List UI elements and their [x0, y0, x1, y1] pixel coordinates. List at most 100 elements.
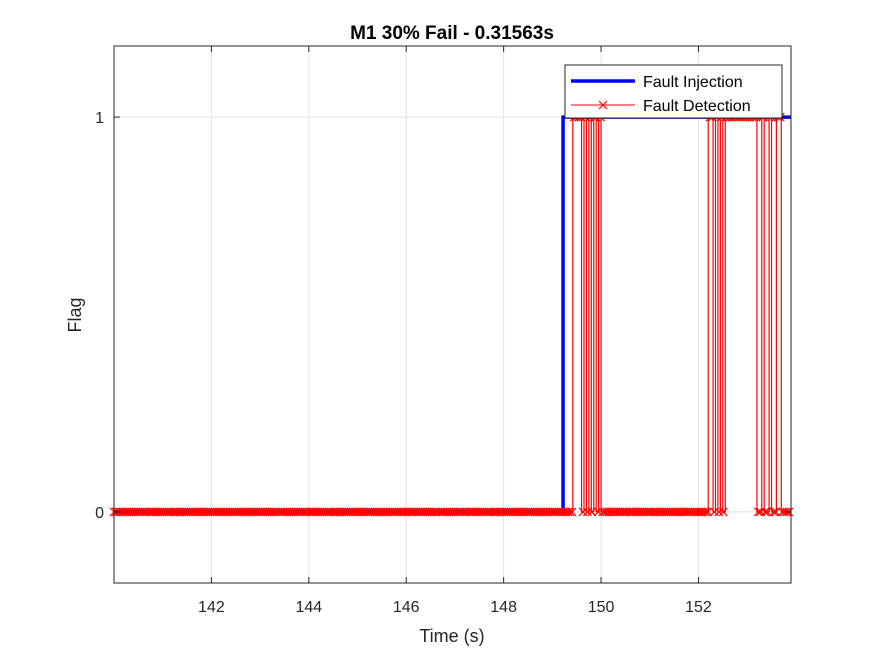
data-point-marker — [243, 507, 253, 517]
data-point-marker — [359, 507, 369, 517]
data-point-marker — [166, 507, 176, 517]
data-point-marker — [604, 507, 614, 517]
data-point-marker — [170, 507, 180, 517]
data-point-marker — [593, 507, 603, 517]
data-point-marker — [142, 507, 152, 517]
data-point-marker — [234, 507, 244, 517]
data-point-marker — [214, 507, 224, 517]
data-point-marker — [252, 507, 261, 517]
data-point-marker — [718, 507, 728, 517]
data-point-marker — [120, 507, 130, 517]
data-point-marker — [131, 507, 141, 517]
data-point-marker — [477, 507, 487, 517]
data-point-marker — [530, 507, 540, 517]
data-point-marker — [497, 507, 507, 517]
data-point-marker — [624, 507, 634, 517]
data-point-marker — [756, 507, 765, 517]
data-point-marker — [550, 507, 559, 517]
data-point-marker — [256, 507, 266, 517]
data-point-marker — [602, 507, 612, 517]
data-point-marker — [554, 507, 564, 517]
data-point-marker — [598, 507, 608, 517]
data-point-marker — [201, 507, 211, 517]
data-point-marker — [526, 507, 535, 517]
data-point-marker — [631, 507, 641, 517]
data-point-marker — [536, 507, 546, 517]
data-point-marker — [703, 507, 713, 517]
data-point-marker — [236, 507, 246, 517]
data-point-marker — [291, 507, 301, 517]
data-point-marker — [655, 507, 665, 517]
data-point-marker — [510, 507, 520, 517]
data-point-marker — [350, 507, 360, 517]
data-point-marker — [344, 507, 353, 517]
data-point-marker — [260, 507, 270, 517]
data-point-marker — [440, 507, 450, 517]
data-point-marker — [269, 507, 279, 517]
data-point-marker — [153, 507, 163, 517]
data-point-marker — [650, 507, 660, 517]
data-point-marker — [216, 507, 226, 517]
data-point-marker — [629, 507, 638, 517]
data-point-marker — [133, 507, 143, 517]
data-point-marker — [552, 507, 562, 517]
data-point-marker — [219, 507, 229, 517]
data-point-marker — [769, 507, 779, 517]
data-point-marker — [455, 507, 465, 517]
data-point-marker — [534, 507, 544, 517]
data-point-marker — [144, 507, 154, 517]
data-point-marker — [690, 507, 700, 517]
data-point-marker — [561, 507, 570, 517]
data-point-marker — [403, 507, 413, 517]
data-point-marker — [582, 507, 592, 517]
data-point-marker — [626, 507, 636, 517]
data-point-marker — [317, 507, 327, 517]
data-point-marker — [653, 507, 662, 517]
data-point-marker — [324, 507, 334, 517]
data-point-marker — [241, 507, 250, 517]
data-point-marker — [387, 507, 397, 517]
data-point-marker — [177, 507, 187, 517]
data-point-marker — [254, 507, 264, 517]
data-point-marker — [407, 507, 417, 517]
data-point-marker — [563, 507, 573, 517]
data-point-marker — [295, 507, 305, 517]
data-point-marker — [701, 507, 711, 517]
data-point-marker — [280, 507, 290, 517]
data-point-marker — [138, 507, 147, 517]
data-point-marker — [309, 507, 318, 517]
data-point-marker — [208, 507, 218, 517]
data-point-marker — [499, 507, 509, 517]
data-point-marker — [694, 507, 704, 517]
data-point-marker — [532, 507, 542, 517]
data-point-marker — [396, 507, 406, 517]
data-point-marker — [335, 507, 345, 517]
data-point-marker — [609, 507, 619, 517]
data-point-marker — [140, 507, 150, 517]
data-point-marker — [302, 507, 312, 517]
data-point-marker — [352, 507, 362, 517]
data-point-marker — [238, 507, 248, 517]
data-point-marker — [287, 507, 296, 517]
data-point-marker — [615, 507, 625, 517]
data-point-marker — [471, 507, 481, 517]
data-point-marker — [379, 507, 389, 517]
data-point-marker — [162, 507, 172, 517]
data-point-marker — [633, 507, 643, 517]
data-point-marker — [486, 507, 496, 517]
data-point-marker — [449, 507, 459, 517]
data-point-marker — [429, 507, 439, 517]
data-point-marker — [206, 507, 215, 517]
data-point-marker — [157, 507, 167, 517]
data-point-marker — [190, 507, 200, 517]
data-point-marker — [556, 507, 566, 517]
data-point-marker — [273, 507, 283, 517]
plot-area-frame — [113, 45, 792, 584]
data-point-marker — [504, 507, 513, 517]
data-point-marker — [210, 507, 220, 517]
data-point-marker — [197, 507, 207, 517]
data-point-marker — [298, 507, 307, 517]
data-point-marker — [304, 507, 314, 517]
data-point-marker — [416, 507, 426, 517]
